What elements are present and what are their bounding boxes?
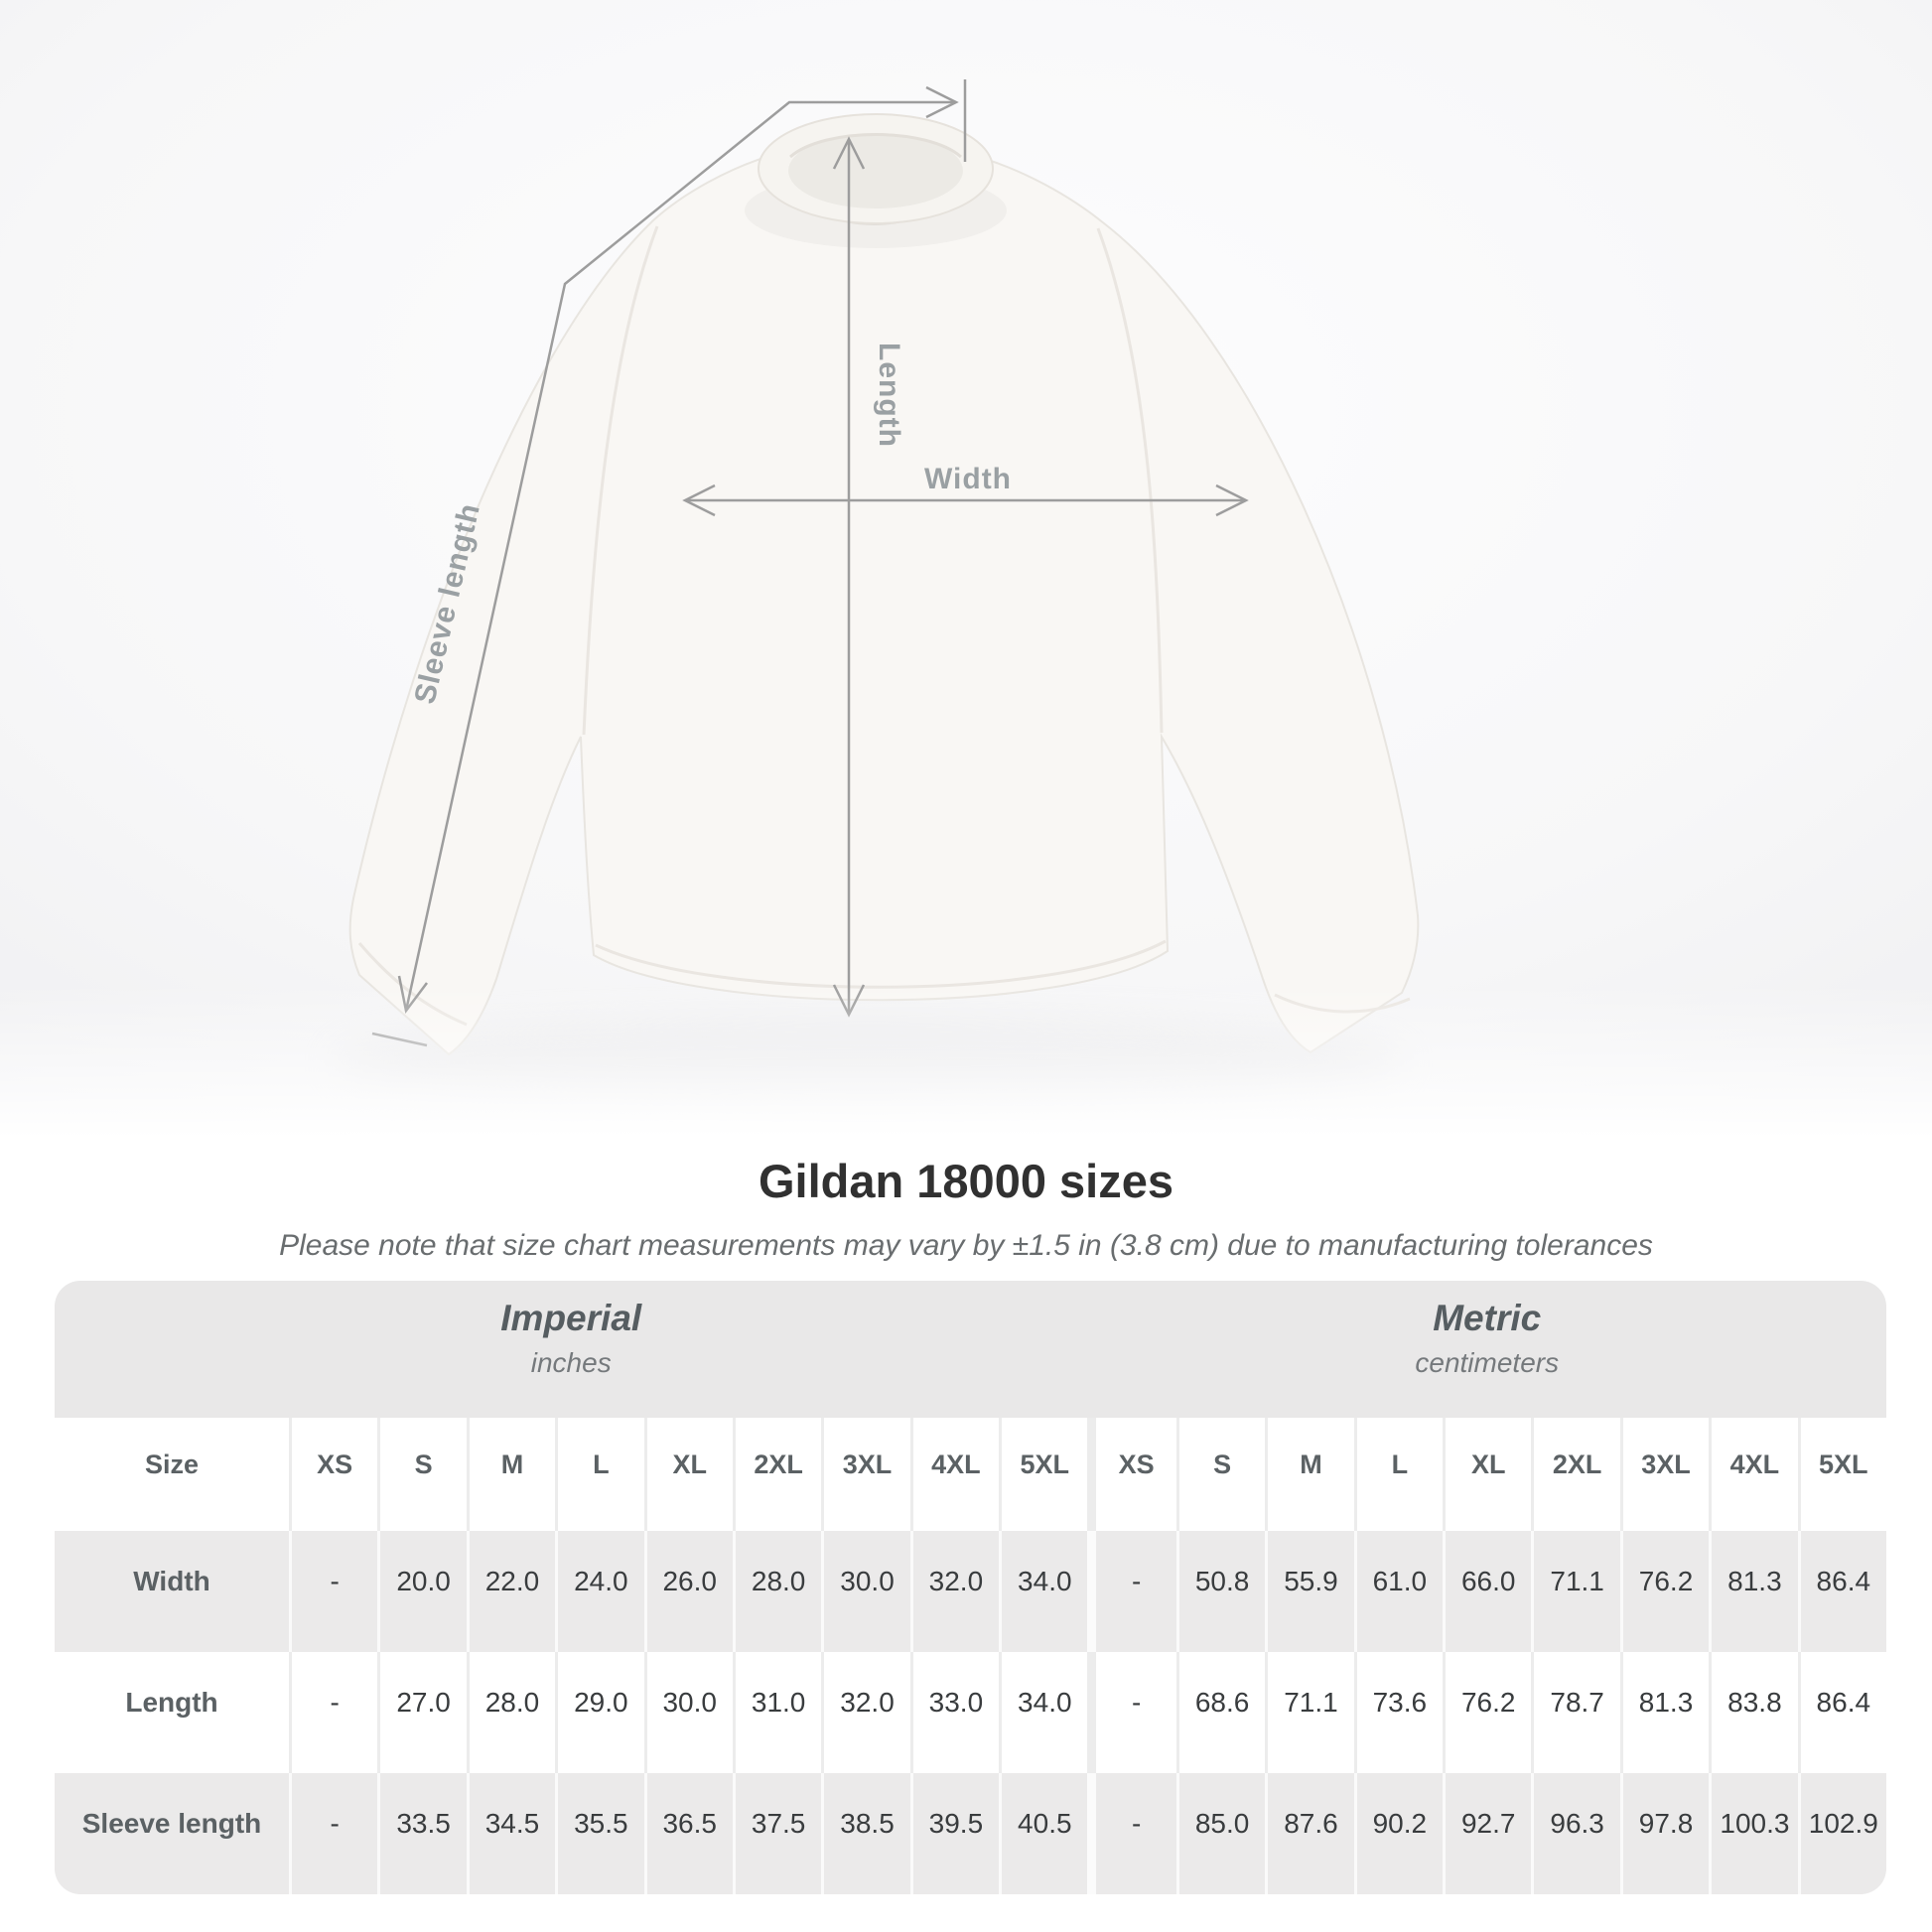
table-cell: 68.6	[1175, 1652, 1266, 1773]
metric-label: Metric	[1433, 1298, 1542, 1338]
table-cell: 30.0	[643, 1652, 733, 1773]
table-cell: 71.1	[1531, 1531, 1620, 1652]
column-header-cell: XS	[289, 1418, 378, 1531]
column-header-cell: 4XL	[909, 1418, 1000, 1531]
table-cell: 83.8	[1709, 1652, 1798, 1773]
table-cell: 39.5	[909, 1773, 1000, 1894]
column-header-cell: S	[377, 1418, 467, 1531]
table-cell: 27.0	[377, 1652, 467, 1773]
arrow-right-icon	[925, 85, 959, 119]
table-cell: 29.0	[555, 1652, 644, 1773]
length-label: Length	[873, 343, 905, 448]
table-cell: 35.5	[555, 1773, 644, 1894]
table-cell: 92.7	[1443, 1773, 1532, 1894]
table-cell: 34.0	[999, 1652, 1088, 1773]
table-cell: 55.9	[1265, 1531, 1354, 1652]
photo-fade	[0, 983, 1932, 1138]
column-header-cell: M	[1265, 1418, 1354, 1531]
imperial-group-header: Imperial inches	[55, 1281, 1088, 1418]
table-cell: 78.7	[1531, 1652, 1620, 1773]
column-header-cell: 2XL	[1531, 1418, 1620, 1531]
column-header-cell: 5XL	[1797, 1418, 1886, 1531]
table-cell: 36.5	[643, 1773, 733, 1894]
imperial-unit: inches	[530, 1347, 612, 1378]
column-header-cell: 3XL	[1619, 1418, 1710, 1531]
table-cell: 61.0	[1353, 1531, 1444, 1652]
width-label: Width	[924, 463, 1012, 495]
measurement-lines	[371, 79, 1249, 1047]
sleeve-length-line	[404, 100, 956, 1012]
table-cell: 32.0	[821, 1652, 910, 1773]
table-cell: 100.3	[1709, 1773, 1798, 1894]
table-cell: 33.5	[377, 1773, 467, 1894]
table-cell: 28.0	[466, 1652, 556, 1773]
size-table: Imperial inches Metric centimeters Size …	[55, 1281, 1886, 1894]
table-cell: 50.8	[1175, 1531, 1266, 1652]
tolerance-note: Please note that size chart measurements…	[279, 1229, 1653, 1262]
table-cell: 85.0	[1175, 1773, 1266, 1894]
table-cell: 73.6	[1353, 1652, 1444, 1773]
table-cell: 37.5	[732, 1773, 822, 1894]
table-cell: 40.5	[999, 1773, 1088, 1894]
table-cell: 22.0	[466, 1531, 556, 1652]
table-cell: 86.4	[1797, 1531, 1886, 1652]
table-cell: -	[289, 1773, 378, 1894]
table-cell: 76.2	[1443, 1652, 1532, 1773]
page-title: Gildan 18000 sizes	[758, 1155, 1174, 1207]
product-photo: Length Width Sleeve length	[0, 0, 1932, 1138]
table-cell: -	[1087, 1531, 1176, 1652]
metric-group-header: Metric centimeters	[1087, 1281, 1886, 1418]
table-cell: -	[1087, 1773, 1176, 1894]
table-cell: 90.2	[1353, 1773, 1444, 1894]
imperial-label: Imperial	[500, 1298, 642, 1338]
table-cell: -	[289, 1531, 378, 1652]
table-cell: 34.5	[466, 1773, 556, 1894]
column-header-cell: L	[555, 1418, 644, 1531]
table-cell: 76.2	[1619, 1531, 1710, 1652]
table-cell: 86.4	[1797, 1652, 1886, 1773]
column-header-cell: 2XL	[732, 1418, 822, 1531]
row-header-cell: Sleeve length	[55, 1773, 289, 1894]
sweatshirt-diagram: Length Width Sleeve length	[0, 0, 1932, 1138]
table-cell: -	[289, 1652, 378, 1773]
table-cell: 66.0	[1443, 1531, 1532, 1652]
row-header-cell: Width	[55, 1531, 289, 1652]
column-header-cell: XL	[643, 1418, 733, 1531]
table-cell: 26.0	[643, 1531, 733, 1652]
table-cell: 81.3	[1619, 1652, 1710, 1773]
column-header-cell: M	[466, 1418, 556, 1531]
column-header-cell: 5XL	[999, 1418, 1088, 1531]
collar	[758, 113, 994, 224]
table-cell: 30.0	[821, 1531, 910, 1652]
table-cell: 96.3	[1531, 1773, 1620, 1894]
table-cell: 97.8	[1619, 1773, 1710, 1894]
table-cell: 32.0	[909, 1531, 1000, 1652]
column-header-cell: S	[1175, 1418, 1266, 1531]
arrow-up-icon	[832, 136, 866, 170]
table-cell: 38.5	[821, 1773, 910, 1894]
column-header-cell: 4XL	[1709, 1418, 1798, 1531]
table-cell: 34.0	[999, 1531, 1088, 1652]
row-header-cell: Length	[55, 1652, 289, 1773]
arrow-right2-icon	[1215, 483, 1249, 517]
column-header-cell: XL	[1443, 1418, 1532, 1531]
arrow-left-icon	[682, 483, 716, 517]
table-cell: 102.9	[1797, 1773, 1886, 1894]
table-cell: 33.0	[909, 1652, 1000, 1773]
table-cell: 20.0	[377, 1531, 467, 1652]
table-cell: 87.6	[1265, 1773, 1354, 1894]
table-cell: 24.0	[555, 1531, 644, 1652]
table-cell: -	[1087, 1652, 1176, 1773]
table-cell: 71.1	[1265, 1652, 1354, 1773]
metric-unit: centimeters	[1415, 1347, 1560, 1378]
table-cell: 31.0	[732, 1652, 822, 1773]
column-header-cell: L	[1353, 1418, 1444, 1531]
size-column-header: Size	[55, 1418, 289, 1531]
column-header-cell: 3XL	[821, 1418, 910, 1531]
column-header-cell: XS	[1087, 1418, 1176, 1531]
table-cell: 28.0	[732, 1531, 822, 1652]
table-cell: 81.3	[1709, 1531, 1798, 1652]
